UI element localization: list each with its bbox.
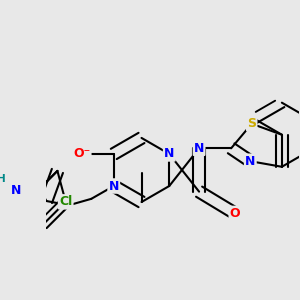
Text: O⁻: O⁻ <box>73 148 90 160</box>
Text: Cl: Cl <box>59 195 72 208</box>
Text: S: S <box>247 117 256 130</box>
Text: N: N <box>109 179 119 193</box>
Text: H: H <box>0 174 5 184</box>
Text: N: N <box>11 184 22 196</box>
Text: N: N <box>245 155 256 168</box>
Text: N: N <box>164 148 175 160</box>
Text: N: N <box>194 142 204 155</box>
Text: O: O <box>230 207 240 220</box>
